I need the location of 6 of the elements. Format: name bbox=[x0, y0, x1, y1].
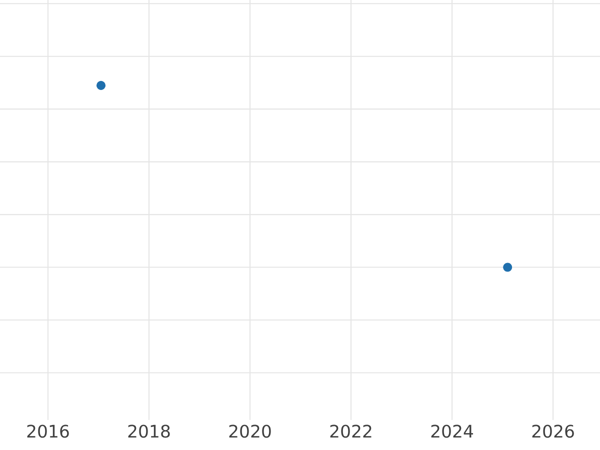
x-tick-label: 2026 bbox=[532, 424, 574, 438]
x-tick-label: 2016 bbox=[27, 424, 69, 438]
x-tick-label: 2018 bbox=[128, 424, 170, 438]
x-tick-label: 2024 bbox=[431, 424, 474, 438]
x-tick-label: 2020 bbox=[229, 424, 271, 438]
x-tick-label: 2022 bbox=[330, 424, 372, 438]
